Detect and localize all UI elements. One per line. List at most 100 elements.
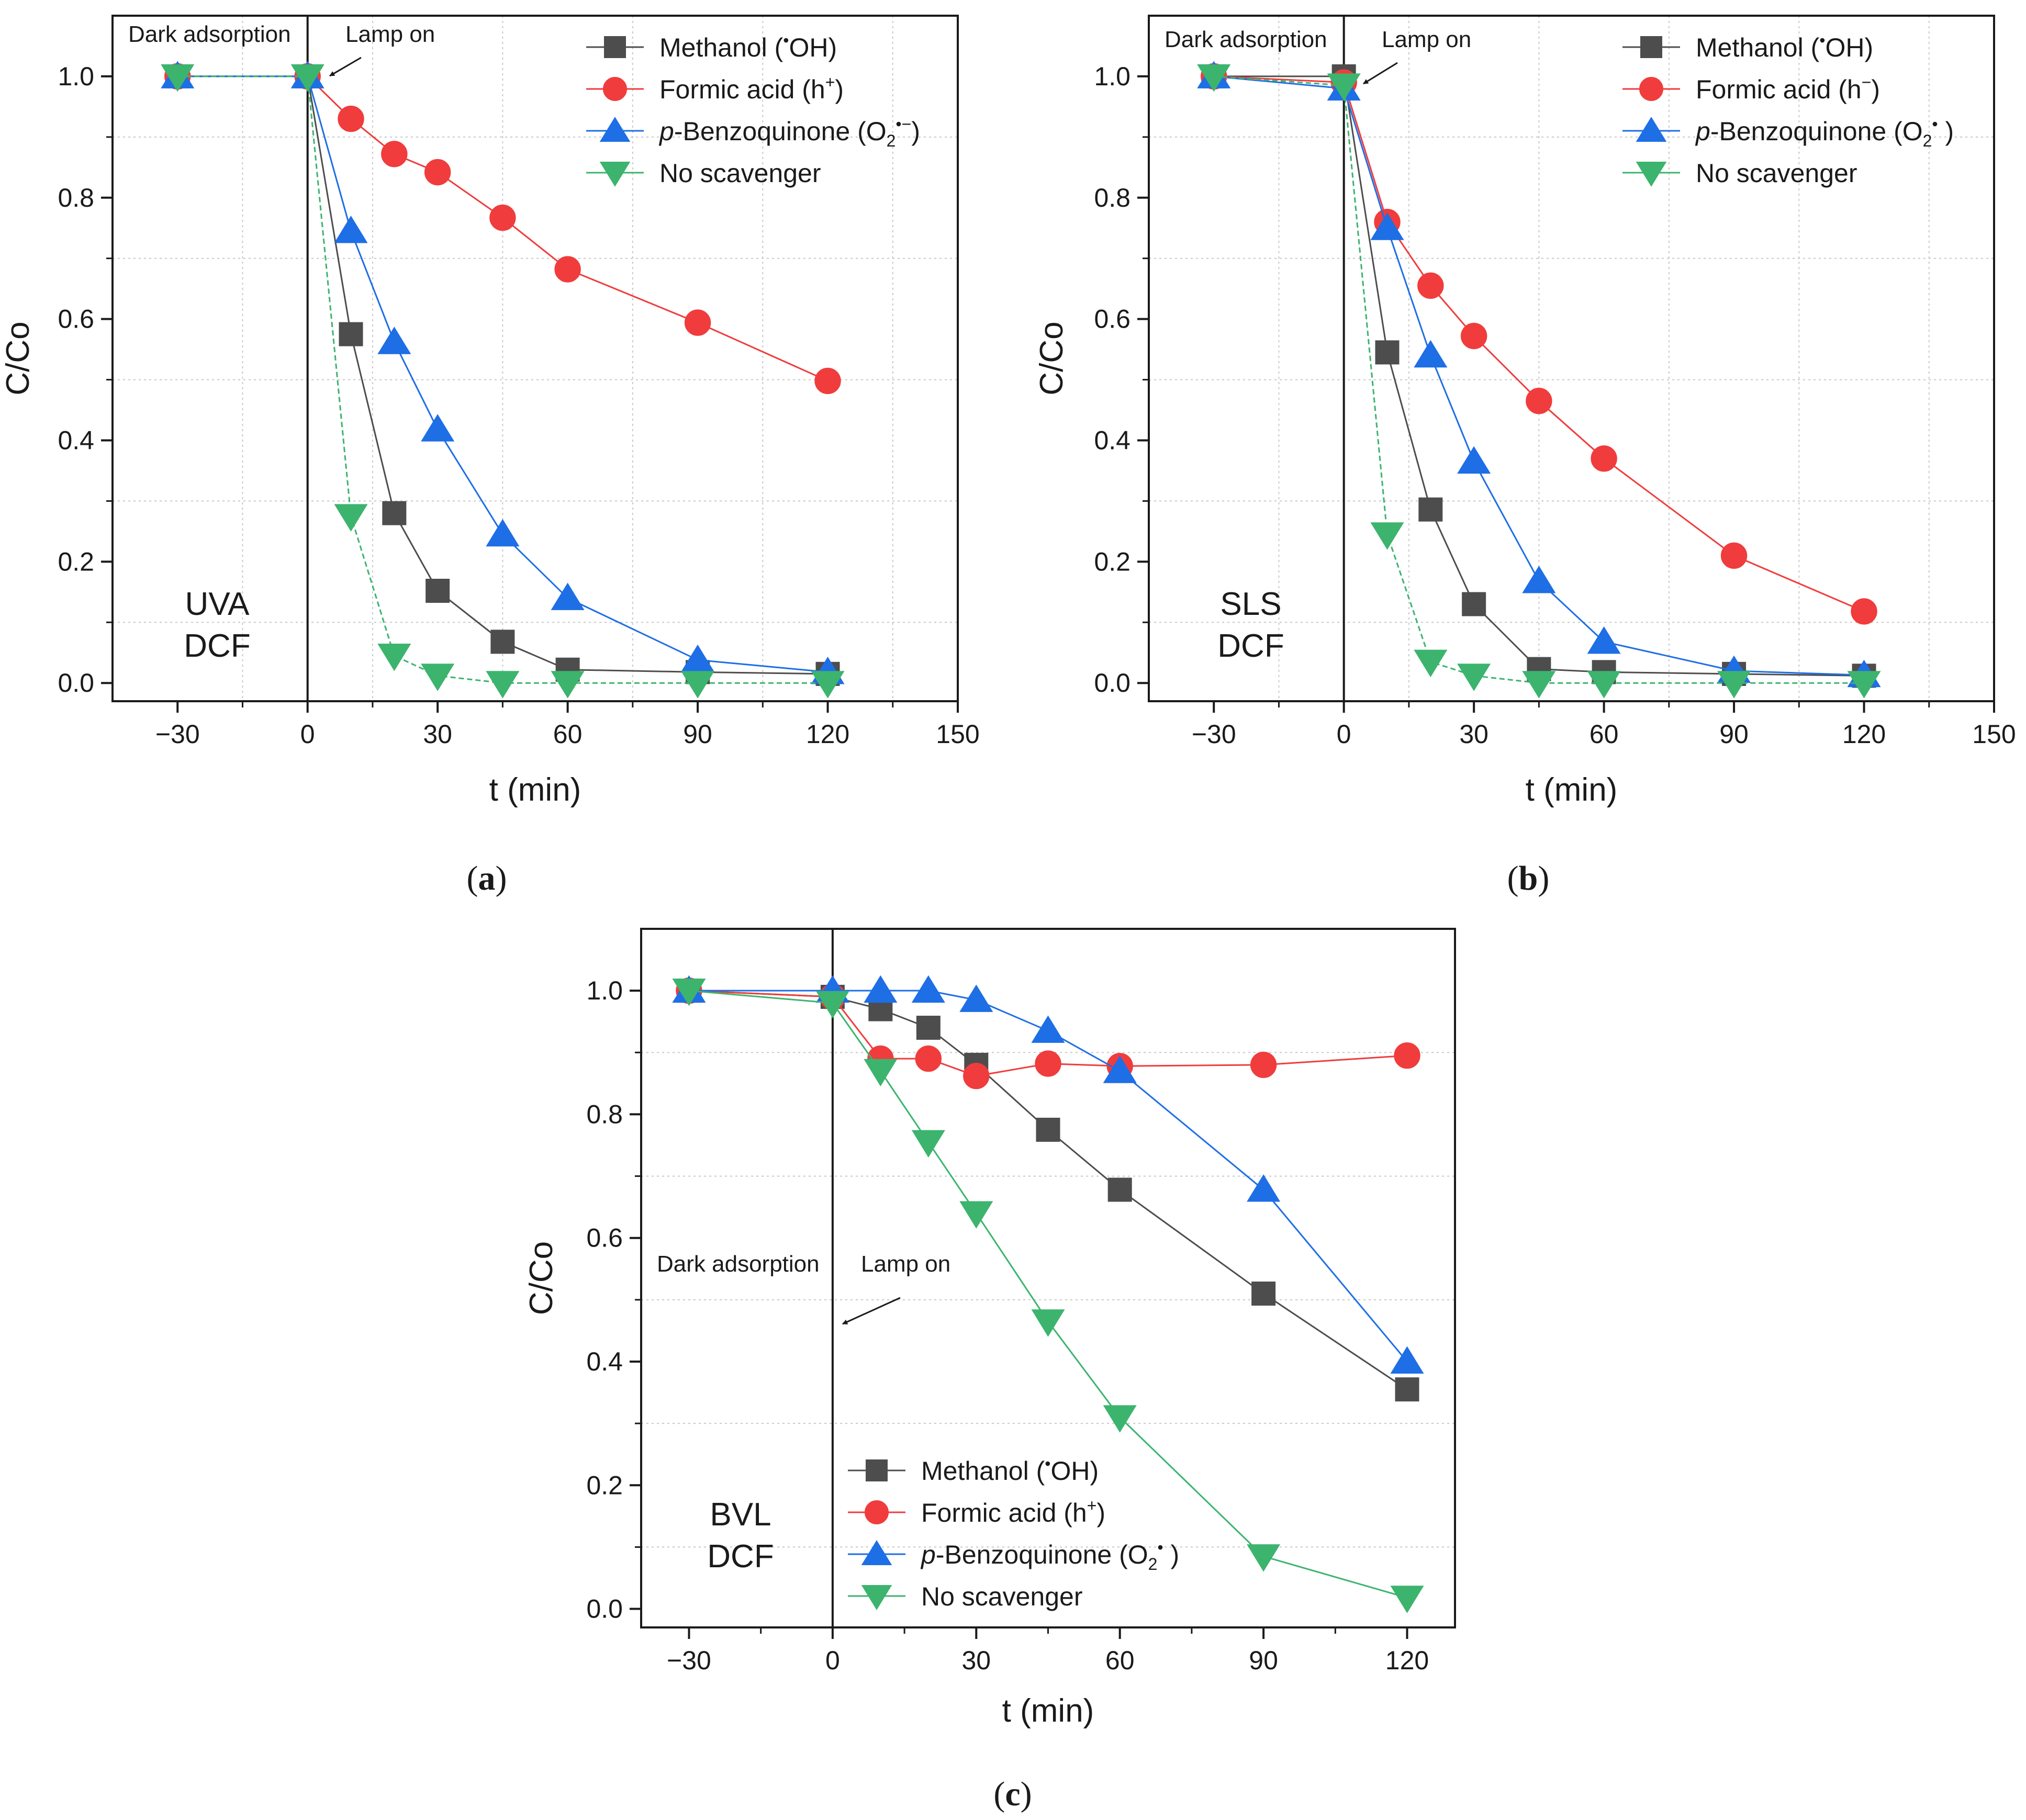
- y-tick-label: 0.6: [58, 305, 94, 334]
- legend-item: p-Benzoquinone (O2• ): [848, 1538, 1179, 1574]
- data-point: [1522, 671, 1556, 699]
- legend-marker: [861, 1585, 892, 1610]
- y-tick-label: 0.2: [58, 547, 94, 576]
- data-point: [1457, 664, 1491, 691]
- x-tick-label: 150: [1972, 720, 2016, 749]
- series-line: [1214, 75, 1864, 684]
- y-tick-label: 0.4: [58, 426, 94, 455]
- data-point: [381, 141, 408, 167]
- data-point: [426, 579, 450, 603]
- data-point: [815, 991, 849, 1019]
- data-point: [864, 1059, 898, 1087]
- x-tick-label: 30: [1459, 720, 1488, 749]
- dark-adsorption-label: Dark adsorption: [128, 21, 291, 47]
- data-point: [1417, 272, 1444, 299]
- lamp-on-arrow: [1363, 62, 1398, 85]
- data-point: [1031, 1309, 1065, 1337]
- legend-marker: [599, 162, 631, 187]
- data-point: [814, 367, 841, 395]
- data-point: [490, 630, 515, 654]
- lamp-on-label: Lamp on: [345, 21, 435, 47]
- data-point: [421, 414, 455, 442]
- data-point: [911, 1130, 945, 1158]
- data-point: [1847, 671, 1881, 699]
- data-point: [672, 979, 706, 1006]
- legend-item: No scavenger: [848, 1582, 1083, 1611]
- legend-label: Methanol (•OH): [659, 31, 837, 62]
- series-none: [672, 979, 1424, 1613]
- legend-marker: [1640, 36, 1662, 58]
- data-point: [911, 975, 945, 1003]
- data-point: [421, 664, 455, 691]
- legend-label: Formic acid (h+): [659, 73, 844, 104]
- data-point: [864, 975, 898, 1003]
- data-point: [1587, 626, 1621, 654]
- legend-item: Methanol (•OH): [1622, 31, 1873, 62]
- data-point: [551, 671, 585, 699]
- chart-panel-b: −30 0 30 60 90 120 150 0.0 0.2 0.4 0.6 0.8 1.0 t (min…: [1034, 15, 2016, 897]
- y-tick-label: 0.0: [586, 1594, 623, 1624]
- y-tick-label: 0.6: [586, 1223, 623, 1253]
- y-tick-label: 0.8: [1094, 183, 1130, 212]
- x-tick-label: 120: [806, 720, 849, 749]
- data-point: [486, 671, 520, 699]
- data-point: [1370, 212, 1404, 240]
- data-point: [1103, 1405, 1137, 1433]
- legend-item: Methanol (•OH): [848, 1454, 1099, 1486]
- data-point: [554, 256, 581, 283]
- data-point: [1457, 446, 1491, 474]
- data-point: [1395, 1377, 1419, 1402]
- data-point: [1720, 542, 1748, 569]
- data-point: [1390, 1586, 1424, 1613]
- y-tick-label: 0.8: [586, 1099, 623, 1129]
- legend-marker: [865, 1500, 889, 1524]
- plot-frame: [111, 15, 959, 702]
- x-tick-label: 120: [1385, 1646, 1429, 1675]
- data-point: [1460, 322, 1487, 350]
- data-point: [1036, 1117, 1060, 1142]
- light-source-label: SLS: [1220, 586, 1281, 622]
- y-tick-label: 1.0: [1094, 62, 1130, 91]
- x-tick-label: −30: [155, 720, 200, 749]
- series-benzoquinone: [672, 975, 1424, 1374]
- legend-marker: [604, 36, 626, 58]
- data-point: [1390, 1346, 1424, 1374]
- x-tick-label: 60: [1105, 1646, 1135, 1675]
- y-tick-label: 0.4: [1094, 426, 1130, 455]
- pollutant-label: DCF: [1217, 628, 1284, 664]
- data-point: [681, 671, 715, 699]
- plot-frame: [1148, 15, 1995, 702]
- data-point: [424, 159, 451, 186]
- legend-label: p-Benzoquinone (O2•−): [658, 115, 920, 150]
- data-point: [338, 105, 364, 132]
- lamp-on-label: Lamp on: [861, 1251, 950, 1277]
- panel-caption: (a): [467, 859, 507, 897]
- legend: Methanol (•OH) Formic acid (h+) p-Benzoqui…: [586, 31, 920, 188]
- legend-item: No scavenger: [1622, 159, 1857, 188]
- data-point: [1591, 445, 1617, 472]
- lamp-on-arrow: [329, 57, 362, 77]
- data-point: [1717, 671, 1751, 699]
- lamp-on-arrow: [842, 1297, 901, 1325]
- y-tick-label: 0.2: [586, 1470, 623, 1500]
- data-point: [377, 644, 411, 671]
- x-tick-label: 90: [1719, 720, 1749, 749]
- legend-label: Formic acid (h+): [921, 1496, 1105, 1527]
- data-point: [1394, 1042, 1420, 1069]
- data-point: [1107, 1177, 1132, 1202]
- x-tick-label: 90: [1249, 1646, 1278, 1675]
- data-point: [1851, 598, 1877, 625]
- data-point: [551, 582, 585, 610]
- data-point: [1197, 64, 1231, 92]
- data-point: [489, 204, 516, 231]
- data-point: [1103, 1055, 1137, 1083]
- legend-item: No scavenger: [586, 159, 821, 188]
- panel-caption: (b): [1507, 859, 1550, 897]
- data-point: [959, 1201, 993, 1229]
- data-point: [1526, 387, 1552, 414]
- data-point: [1414, 649, 1448, 678]
- data-point: [382, 501, 407, 525]
- data-point: [290, 64, 324, 92]
- lamp-on-label: Lamp on: [1382, 27, 1471, 52]
